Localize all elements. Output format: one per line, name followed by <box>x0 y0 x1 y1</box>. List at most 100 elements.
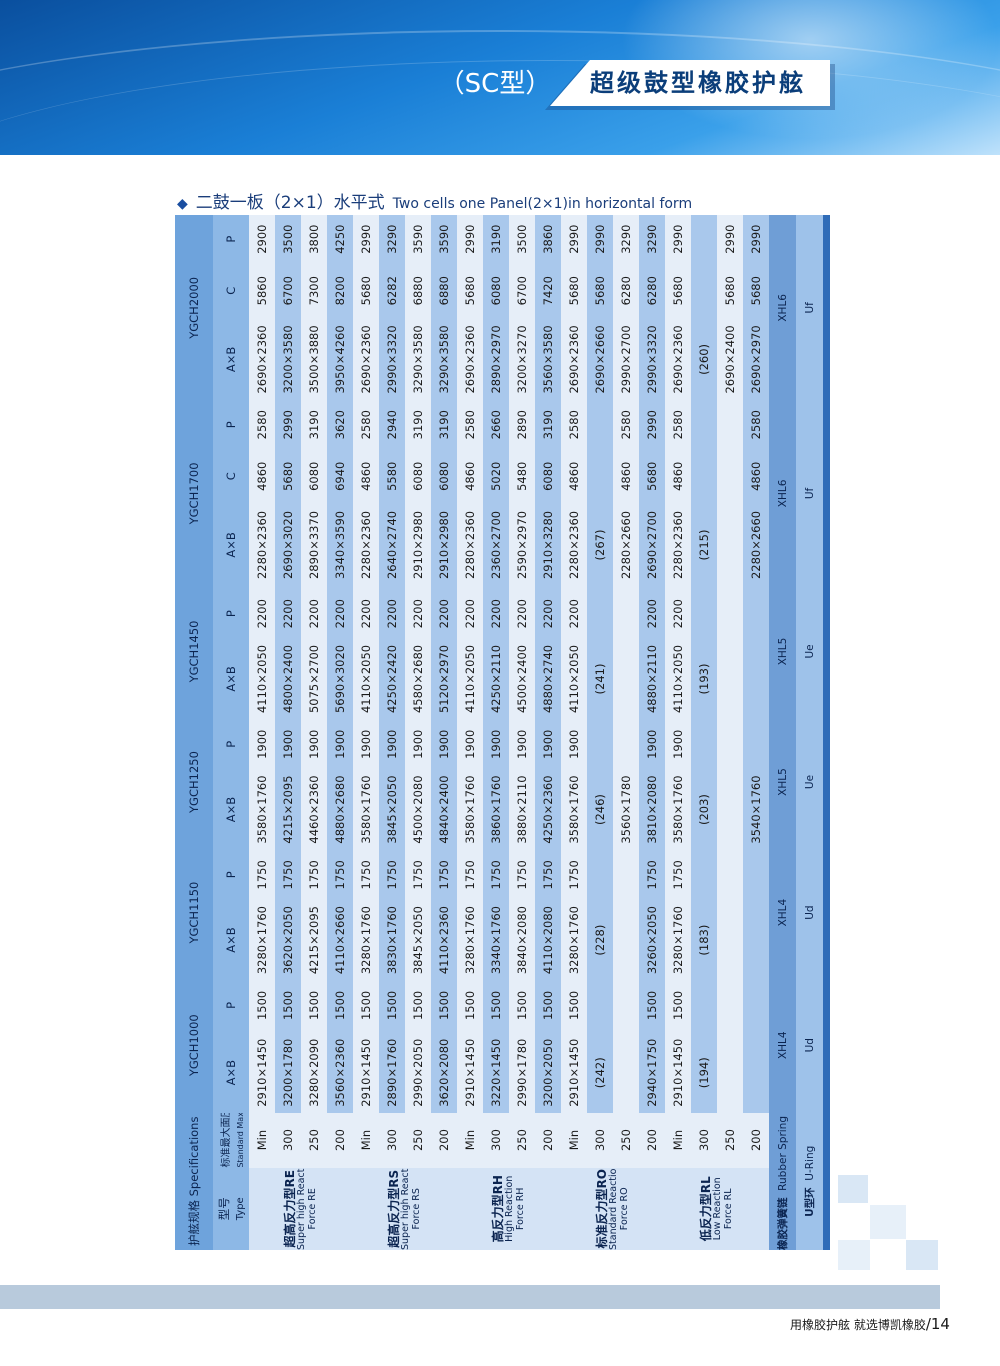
uring-label: U型环 U-Ring <box>796 1112 823 1250</box>
table-cell: 2640×2740 <box>379 503 405 587</box>
pressure-cell: Min <box>457 1112 483 1168</box>
table-cell: 2200 <box>301 586 327 642</box>
table-cell: 5680 <box>665 263 691 319</box>
page-title: 超级鼓型橡胶护舷 <box>590 69 806 97</box>
pressure-cell: 200 <box>431 1112 457 1168</box>
table-cell: 3540×1760 <box>743 771 769 848</box>
table-cell: 6880 <box>405 263 431 319</box>
table-cell: 5680 <box>561 263 587 319</box>
table-cell: 2200 <box>509 586 535 642</box>
table-cell: 1750 <box>353 847 379 903</box>
group-en2: Force RL <box>722 1188 734 1230</box>
table-cell <box>691 977 717 1033</box>
table-cell: 3580×1760 <box>353 771 379 848</box>
table-cell: 1750 <box>639 847 665 903</box>
group-cn: 超高反力型RE <box>282 1170 297 1248</box>
table-cell: 5680 <box>275 448 301 504</box>
table-cell: 2200 <box>405 586 431 642</box>
diamond-bullet-icon: ◆ <box>177 196 188 212</box>
uring-en: U-Ring <box>804 1145 816 1181</box>
table-cell: 2690×2700 <box>639 503 665 587</box>
table-cell: 2910×1450 <box>561 1032 587 1113</box>
table-cell: 2660 <box>483 400 509 449</box>
table-cell: 3280×1760 <box>457 902 483 978</box>
model-label: （SC型） <box>438 69 552 99</box>
table-cell: 1900 <box>639 716 665 772</box>
table-cell: 1900 <box>509 716 535 772</box>
table-cell: 3800 <box>301 215 327 264</box>
sub-header: A×B <box>213 318 249 401</box>
pressure-en: Standard Max.Surface Pressure <box>236 1113 245 1168</box>
sub-header: A×B <box>213 771 249 848</box>
table-cell: 2280×2360 <box>353 503 379 587</box>
table-cell: 1750 <box>561 847 587 903</box>
table-cell: 1500 <box>509 977 535 1033</box>
section-title-en: Two cells one Panel(2×1)in horizontal fo… <box>392 196 693 212</box>
chain-en: Rubber Spring Chain <box>777 1112 789 1191</box>
table-cell <box>587 400 613 449</box>
table-cell: 4110×2360 <box>431 902 457 978</box>
sub-header: A×B <box>213 1032 249 1113</box>
table-cell: 3200×3270 <box>509 318 535 401</box>
table-cell: 1900 <box>483 716 509 772</box>
table-cell: 3190 <box>405 400 431 449</box>
table-cell: (215) <box>691 503 717 587</box>
table-cell: 2910×1450 <box>353 1032 379 1113</box>
table-cell: 4460×2360 <box>301 771 327 848</box>
table-cell: 1900 <box>275 716 301 772</box>
table-cell: 6280 <box>639 263 665 319</box>
group-cn: 高反力型RH <box>490 1175 505 1243</box>
table-cell <box>717 448 743 504</box>
table-cell: 1900 <box>379 716 405 772</box>
table-cell: 4880×2740 <box>535 641 561 717</box>
table-cell: 6940 <box>327 448 353 504</box>
table-cell: 4110×2660 <box>327 902 353 978</box>
table-cell: 4250×2110 <box>483 641 509 717</box>
decor-square <box>838 1240 870 1270</box>
title-box <box>550 60 830 106</box>
table-cell: (193) <box>691 641 717 717</box>
spec-table-wrapper: 护舷规格 Specifications YGCH1000 YGCH1150 YGCH1… <box>175 215 830 1250</box>
table-cell: 3620 <box>327 400 353 449</box>
table-cell <box>717 716 743 772</box>
spec-cn: 护舷规格 <box>187 1200 201 1247</box>
uring-value: Ue <box>796 716 823 848</box>
model-header: YGCH1000 <box>175 977 213 1113</box>
pressure-cell: 300 <box>587 1112 613 1168</box>
table-cell: 1500 <box>327 977 353 1033</box>
table-cell <box>717 400 743 449</box>
table-cell: 4860 <box>665 448 691 504</box>
model-header: YGCH1250 <box>175 716 213 848</box>
table-cell: 3620×2080 <box>431 1032 457 1113</box>
table-cell: 2690×3020 <box>275 503 301 587</box>
chain-value: XHL6 <box>769 400 796 587</box>
spec-table: 护舷规格 Specifications YGCH1000 YGCH1150 YGCH1… <box>175 215 830 1250</box>
table-cell <box>613 586 639 642</box>
table-cell: 2200 <box>379 586 405 642</box>
table-cell <box>717 1032 743 1113</box>
table-cell: 3845×2050 <box>379 771 405 848</box>
table-cell: 1900 <box>327 716 353 772</box>
table-cell: 2690×2970 <box>743 318 769 401</box>
table-cell: 5480 <box>509 448 535 504</box>
spec-header: 护舷规格 Specifications <box>175 1112 213 1250</box>
table-cell: 2690×2400 <box>717 318 743 401</box>
table-cell: 2890×1760 <box>379 1032 405 1113</box>
table-cell: 3280×2090 <box>301 1032 327 1113</box>
pressure-header: 标准最大面压（KN/m²） Standard Max.Surface Pressu… <box>213 1112 249 1168</box>
pressure-cell: 300 <box>379 1112 405 1168</box>
table-cell: 3810×2080 <box>639 771 665 848</box>
table-cell <box>691 586 717 642</box>
table-cell <box>717 771 743 848</box>
table-cell: 6700 <box>275 263 301 319</box>
table-cell: 1900 <box>457 716 483 772</box>
table-cell: 3340×1760 <box>483 902 509 978</box>
table-cell <box>587 448 613 504</box>
model-header: YGCH1700 <box>175 400 213 587</box>
table-cell: 5680 <box>743 263 769 319</box>
table-cell: 4215×2095 <box>301 902 327 978</box>
table-cell: 2200 <box>639 586 665 642</box>
table-cell <box>743 847 769 903</box>
decor-square <box>838 1175 868 1203</box>
table-cell: 3845×2050 <box>405 902 431 978</box>
